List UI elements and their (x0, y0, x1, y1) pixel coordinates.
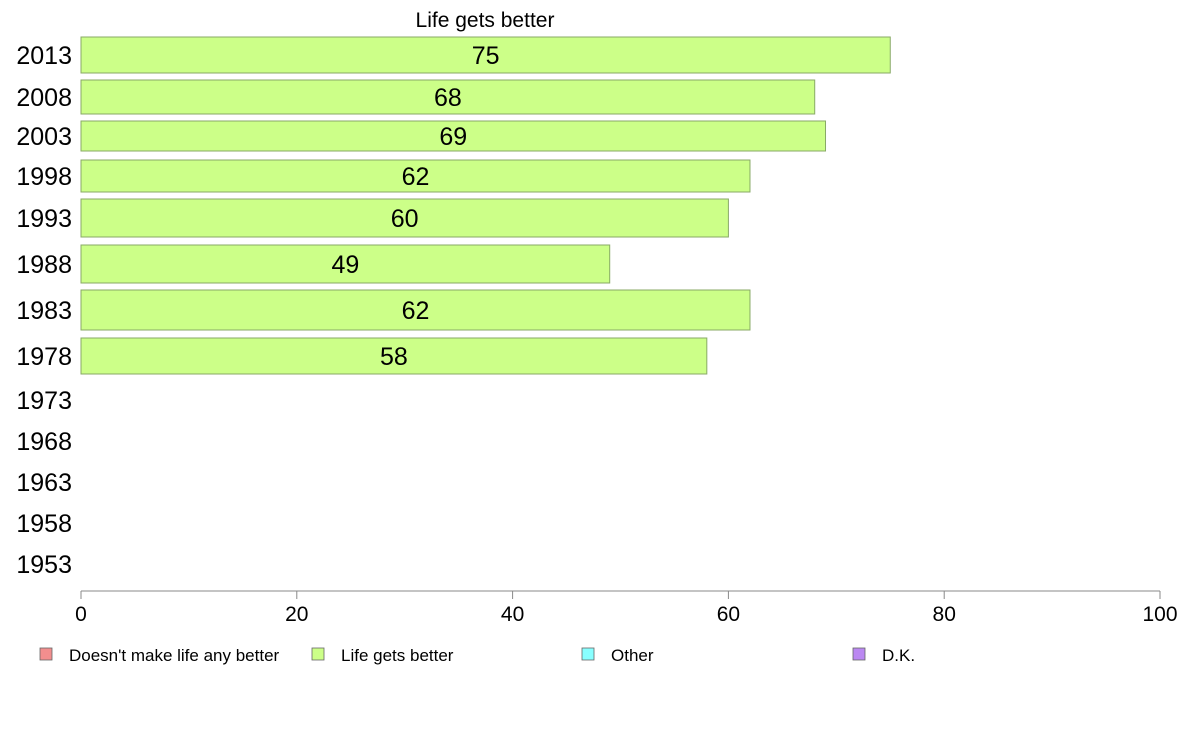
category-label: 1958 (16, 510, 72, 538)
category-label: 1993 (16, 205, 72, 233)
legend-swatch (39, 647, 53, 661)
legend-label: Other (611, 646, 654, 665)
bar-value-label: 75 (472, 42, 500, 70)
category-label: 2003 (16, 123, 72, 151)
bars (80, 36, 891, 375)
bar (80, 337, 708, 375)
category-label: 1968 (16, 428, 72, 456)
bar (80, 159, 751, 193)
category-label: 1983 (16, 297, 72, 325)
x-tick-label: 20 (285, 603, 308, 626)
legend-label: Life gets better (341, 646, 454, 665)
x-tick-label: 0 (75, 603, 87, 626)
chart-title: Life gets better (416, 9, 555, 32)
bar (80, 289, 751, 331)
legend-label: D.K. (882, 646, 915, 665)
bar-value-label: 68 (434, 84, 462, 112)
legend-swatch (852, 647, 866, 661)
category-label: 2008 (16, 84, 72, 112)
bar (80, 198, 729, 238)
legend-label: Doesn't make life any better (69, 646, 280, 665)
x-tick-label: 100 (1142, 603, 1177, 626)
x-tick-label: 60 (717, 603, 740, 626)
category-label: 1988 (16, 251, 72, 279)
category-labels: 2013 2008 2003 1998 1993 1988 1983 1978 1973 1968… (16, 42, 72, 579)
legend-swatch (311, 647, 325, 661)
category-label: 1953 (16, 551, 72, 579)
bar (80, 79, 816, 115)
category-label: 1978 (16, 343, 72, 371)
x-tick-label: 80 (933, 603, 956, 626)
bar-value-label: 69 (439, 123, 467, 151)
bar (80, 120, 827, 152)
category-label: 2013 (16, 42, 72, 70)
legend-swatch (581, 647, 595, 661)
bar (80, 36, 891, 74)
bar-value-label: 49 (331, 251, 359, 279)
bar-value-label: 62 (402, 163, 430, 191)
bar-value-label: 58 (380, 343, 408, 371)
category-label: 1963 (16, 469, 72, 497)
bar-value-label: 62 (402, 297, 430, 325)
legend: Doesn't make life any better Life gets be… (39, 646, 915, 665)
x-axis: 0 20 40 60 80 100 (75, 590, 1178, 626)
x-tick-label: 40 (501, 603, 524, 626)
bar (80, 244, 611, 284)
bar-value-labels: 75 68 69 62 60 49 62 58 (331, 42, 499, 371)
category-label: 1998 (16, 163, 72, 191)
bar-value-label: 60 (391, 205, 419, 233)
category-label: 1973 (16, 387, 72, 415)
